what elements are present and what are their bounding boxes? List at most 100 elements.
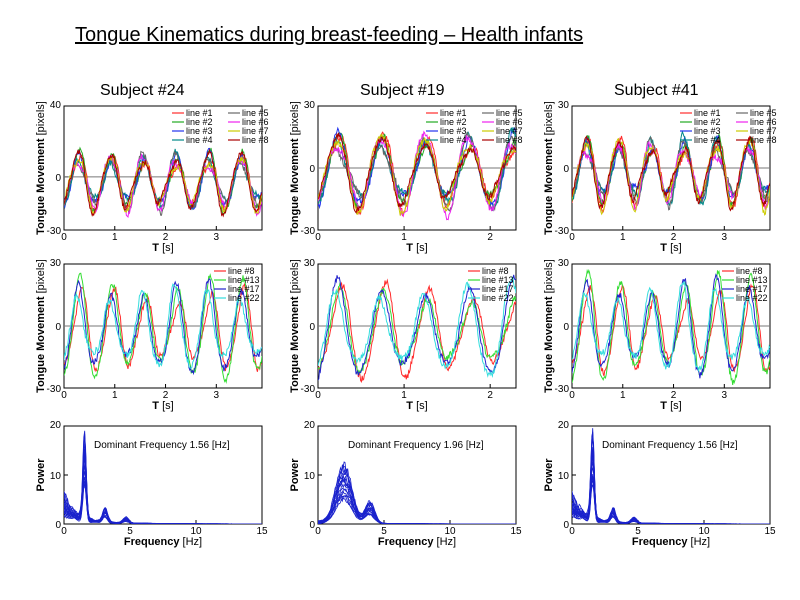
s2-time-series-7 xyxy=(318,133,516,216)
s2-spectrum-title: Dominant Frequency 1.96 [Hz] xyxy=(348,440,484,451)
s3-time-ytick-label-2: 30 xyxy=(558,100,570,111)
s1-spectrum-xlabel: Frequency [Hz] xyxy=(124,536,202,548)
s2-time-ytick-label-0: -30 xyxy=(301,226,316,237)
s1-spectrum-xtick-label-0: 0 xyxy=(61,526,67,537)
s2-time-ytick-label-1: 0 xyxy=(309,164,315,175)
s2-spectrum-ytick-label-1: 10 xyxy=(304,471,316,482)
s1-lines-ytick-label-1: 0 xyxy=(55,322,61,333)
s2-time-xlabel: T [s] xyxy=(406,242,427,254)
subject-label-3: Subject #41 xyxy=(614,82,699,99)
s3-time-xtick-label-2: 2 xyxy=(671,232,677,243)
slide-title: Tongue Kinematics during breast-feeding … xyxy=(75,24,584,46)
s2-lines-legend-label-3: line #17 xyxy=(482,284,514,294)
s1-lines-xtick-label-3: 3 xyxy=(214,390,220,401)
s2-time-ylabel: Tongue Movement [pixels] xyxy=(289,101,301,235)
s3-time-xtick-label-1: 1 xyxy=(620,232,626,243)
s3-time-legend-label-3: line #3 xyxy=(694,126,721,136)
s3-lines-legend-label-2: line #13 xyxy=(736,275,768,285)
s1-time-xtick-label-0: 0 xyxy=(61,232,67,243)
panel-s2-spectrum: 0 5 10 15 0 10 20 Frequency [Hz] Power Dominant F… xyxy=(289,420,522,548)
s3-time-legend-label-8: line #8 xyxy=(750,135,777,145)
s2-lines-series-3 xyxy=(318,274,516,381)
s1-lines-legend-label-3: line #17 xyxy=(228,284,260,294)
s2-time-legend-label-5: line #5 xyxy=(496,108,523,118)
s3-time-xlabel: T [s] xyxy=(660,242,681,254)
s3-time-legend-label-4: line #4 xyxy=(694,135,721,145)
s1-spectrum-ytick-label-2: 20 xyxy=(50,420,62,431)
s2-spectrum-spectrum-trace-16 xyxy=(318,461,516,524)
s1-lines-legend-label-1: line #8 xyxy=(228,266,255,276)
s3-lines-legend-label-4: line #22 xyxy=(736,293,768,303)
s3-spectrum-ytick-label-2: 20 xyxy=(558,420,570,431)
s2-time-legend-label-8: line #8 xyxy=(496,135,523,145)
s2-lines-ylabel: Tongue Movement [pixels] xyxy=(289,259,301,393)
s1-spectrum-ylabel: Power xyxy=(35,458,47,492)
s3-time-legend-label-5: line #5 xyxy=(750,108,777,118)
s2-time-legend-label-1: line #1 xyxy=(440,108,467,118)
s2-lines-xlabel: T [s] xyxy=(406,400,427,412)
s3-lines-series-2 xyxy=(572,268,770,385)
s2-time-legend-label-2: line #2 xyxy=(440,117,467,127)
s1-time-legend-label-6: line #6 xyxy=(242,117,269,127)
s1-lines-xtick-label-0: 0 xyxy=(61,390,67,401)
s3-time-ytick-label-0: -30 xyxy=(555,226,570,237)
s2-spectrum-xlabel: Frequency [Hz] xyxy=(378,536,456,548)
s3-time-series-8 xyxy=(572,135,770,212)
s2-time-legend-label-7: line #7 xyxy=(496,126,523,136)
s2-time-xtick-label-0: 0 xyxy=(315,232,321,243)
s2-lines-ytick-label-2: 30 xyxy=(304,258,316,269)
s3-spectrum-xtick-label-3: 15 xyxy=(764,526,776,537)
s1-lines-legend-label-2: line #13 xyxy=(228,275,260,285)
s1-lines-xlabel: T [s] xyxy=(152,400,173,412)
s2-time-xtick-label-2: 2 xyxy=(487,232,493,243)
s3-lines-ytick-label-0: -30 xyxy=(555,384,570,395)
s3-lines-xtick-label-0: 0 xyxy=(569,390,575,401)
s3-spectrum-ytick-label-1: 10 xyxy=(558,471,570,482)
s3-lines-xtick-label-3: 3 xyxy=(722,390,728,401)
s1-spectrum-spectrum-trace-16 xyxy=(64,430,262,524)
s1-spectrum-ytick-label-0: 0 xyxy=(55,520,61,531)
panel-s3-spectrum: 0 5 10 15 0 10 20 Frequency [Hz] Power Dominant F… xyxy=(543,420,776,548)
s2-lines-series-4 xyxy=(318,275,516,378)
s1-time-ylabel: Tongue Movement [pixels] xyxy=(35,101,47,235)
s3-time-legend-label-7: line #7 xyxy=(750,126,777,136)
s1-time-xtick-label-3: 3 xyxy=(214,232,220,243)
s1-time-legend-label-1: line #1 xyxy=(186,108,213,118)
s1-lines-ylabel: Tongue Movement [pixels] xyxy=(35,259,47,393)
s3-lines-xlabel: T [s] xyxy=(660,400,681,412)
subject-label-1: Subject #24 xyxy=(100,82,185,99)
s3-lines-xtick-label-2: 2 xyxy=(671,390,677,401)
s2-lines-legend-label-4: line #22 xyxy=(482,293,514,303)
s1-time-ytick-label-2: 40 xyxy=(50,100,62,111)
s1-lines-series-1 xyxy=(64,282,262,373)
s3-lines-series-1 xyxy=(572,283,770,377)
s2-lines-series-1 xyxy=(318,278,516,384)
s2-time-ytick-label-2: 30 xyxy=(304,100,316,111)
s2-lines-series-2 xyxy=(318,282,516,374)
s3-spectrum-spectrum-trace-16 xyxy=(572,437,770,524)
s1-time-legend-label-2: line #2 xyxy=(186,117,213,127)
s1-time-xtick-label-2: 2 xyxy=(163,232,169,243)
s1-spectrum-xtick-label-2: 10 xyxy=(190,526,202,537)
s1-spectrum-xtick-label-3: 15 xyxy=(256,526,268,537)
subject-label-2: Subject #19 xyxy=(360,82,445,99)
s3-spectrum-xtick-label-1: 5 xyxy=(635,526,641,537)
s3-spectrum-xlabel: Frequency [Hz] xyxy=(632,536,710,548)
s1-lines-legend-label-4: line #22 xyxy=(228,293,260,303)
s3-lines-legend-label-3: line #17 xyxy=(736,284,768,294)
s1-spectrum-xtick-label-1: 5 xyxy=(127,526,133,537)
s2-lines-xtick-label-0: 0 xyxy=(315,390,321,401)
s1-spectrum-title: Dominant Frequency 1.56 [Hz] xyxy=(94,440,230,451)
s2-lines-legend-label-1: line #8 xyxy=(482,266,509,276)
s3-time-ytick-label-1: 0 xyxy=(563,164,569,175)
s2-spectrum-ylabel: Power xyxy=(289,458,301,492)
s3-time-legend-label-6: line #6 xyxy=(750,117,777,127)
s2-time-xtick-label-1: 1 xyxy=(401,232,407,243)
s1-time-series-8 xyxy=(64,148,262,218)
s2-time-legend-label-6: line #6 xyxy=(496,117,523,127)
s2-spectrum-spectrum-trace-1 xyxy=(318,496,516,524)
